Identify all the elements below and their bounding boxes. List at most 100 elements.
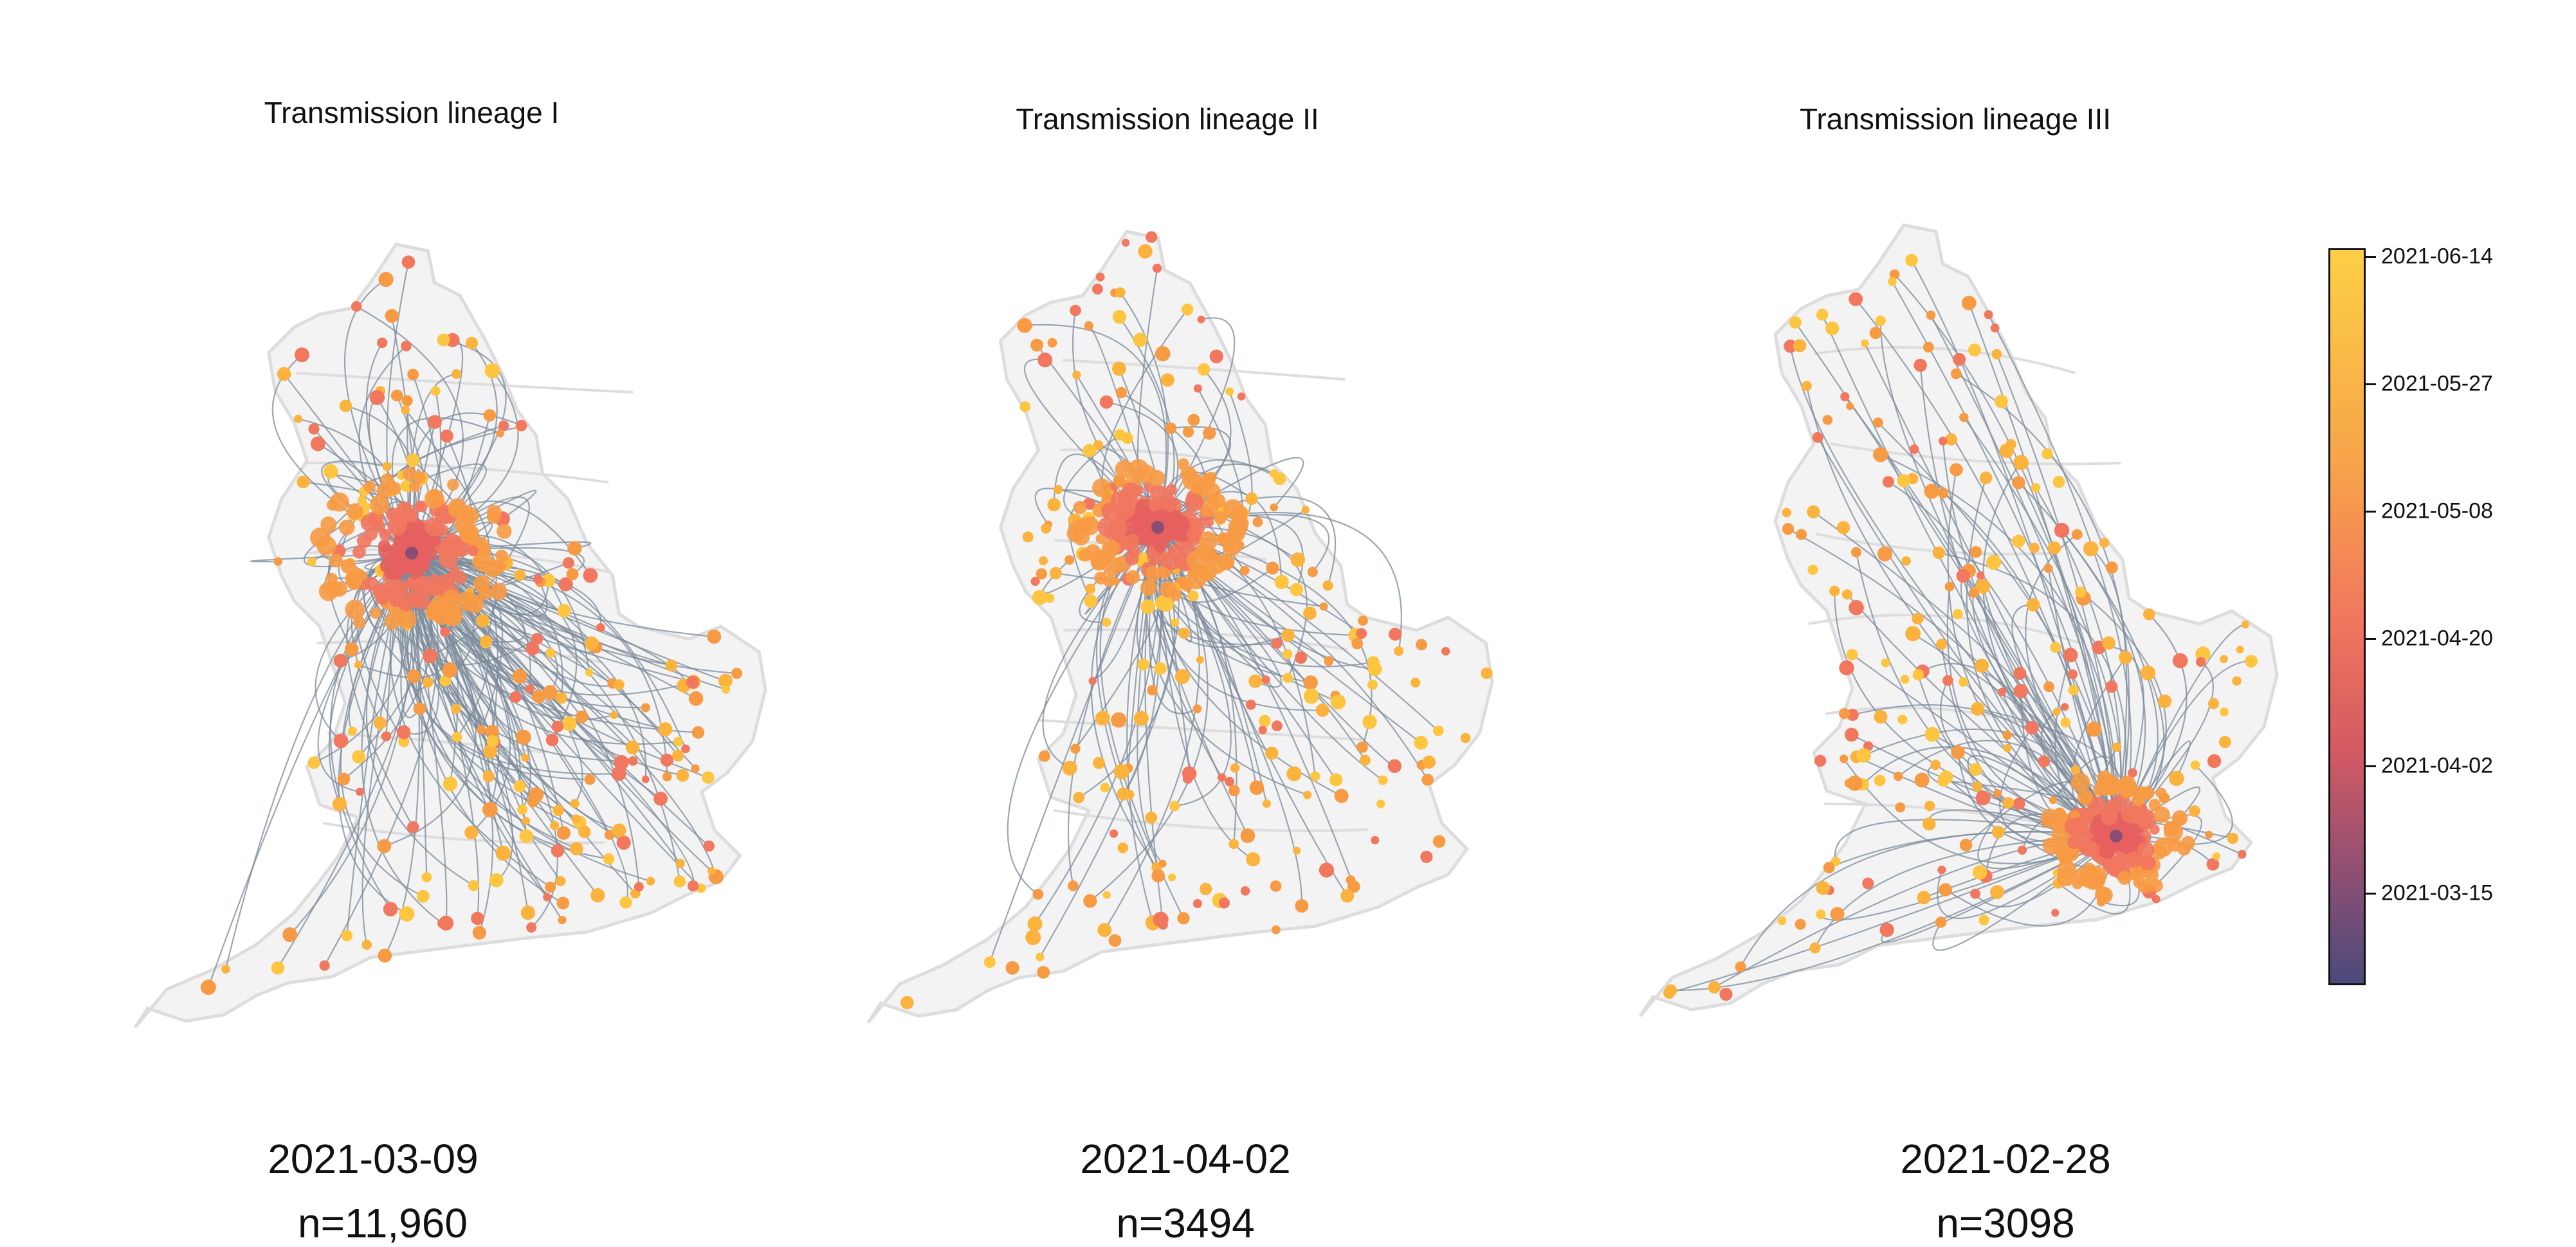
transmission-arc bbox=[410, 552, 548, 898]
case-point bbox=[625, 740, 640, 754]
case-point bbox=[562, 557, 574, 569]
case-point bbox=[2070, 765, 2081, 775]
case-point bbox=[672, 749, 684, 762]
case-point bbox=[308, 423, 320, 435]
case-point bbox=[1329, 773, 1343, 787]
case-point bbox=[399, 906, 415, 922]
case-point bbox=[1290, 552, 1306, 567]
case-point bbox=[2207, 698, 2220, 709]
case-point bbox=[1182, 426, 1194, 438]
case-point bbox=[2142, 608, 2155, 621]
case-point bbox=[1420, 850, 1433, 863]
case-point bbox=[383, 902, 398, 916]
case-point bbox=[1986, 554, 2002, 570]
case-point bbox=[1100, 783, 1110, 793]
hub-cluster-point bbox=[1223, 499, 1243, 520]
case-point bbox=[551, 720, 564, 733]
hub-cluster-point bbox=[1150, 485, 1169, 504]
case-point bbox=[634, 882, 644, 892]
case-point bbox=[1882, 476, 1894, 488]
case-point bbox=[1999, 443, 2014, 459]
hub-cluster-point bbox=[347, 503, 363, 520]
case-point bbox=[2172, 653, 2188, 669]
case-point bbox=[1872, 417, 1883, 428]
case-point bbox=[1093, 757, 1105, 769]
case-point bbox=[1969, 763, 1982, 776]
case-point bbox=[476, 614, 489, 628]
case-point bbox=[1924, 801, 1935, 812]
case-point bbox=[373, 716, 387, 730]
case-point bbox=[1990, 885, 2005, 899]
case-point bbox=[1777, 916, 1787, 925]
case-point bbox=[437, 333, 450, 347]
hub-cluster-point bbox=[473, 575, 491, 593]
case-point bbox=[1178, 627, 1190, 639]
case-point bbox=[1095, 272, 1105, 282]
case-point bbox=[407, 821, 419, 833]
case-point bbox=[569, 842, 583, 856]
hub-cluster-point bbox=[397, 609, 417, 629]
case-point bbox=[1991, 349, 2002, 360]
hub-cluster-point bbox=[2137, 841, 2155, 859]
hub-cluster-point bbox=[454, 571, 468, 585]
case-point bbox=[1979, 471, 1993, 484]
case-point bbox=[430, 386, 441, 396]
case-point bbox=[1793, 339, 1807, 352]
case-point bbox=[1936, 639, 1948, 650]
case-point bbox=[1969, 546, 1982, 558]
case-point bbox=[1174, 669, 1190, 684]
case-point bbox=[521, 754, 529, 762]
case-point bbox=[1942, 675, 1953, 686]
case-point bbox=[1978, 915, 1989, 925]
case-point bbox=[1115, 287, 1126, 298]
hub-cluster-point bbox=[424, 489, 444, 509]
case-point bbox=[377, 337, 388, 349]
case-point bbox=[2043, 564, 2053, 573]
hub-cluster-point bbox=[495, 549, 508, 563]
panel-2-date: 2021-04-02 bbox=[1080, 1136, 1291, 1182]
case-point bbox=[1196, 655, 1205, 664]
case-point bbox=[1295, 899, 1309, 913]
case-point bbox=[2102, 636, 2115, 650]
transmission-arc bbox=[410, 552, 448, 924]
case-point bbox=[442, 662, 457, 678]
hub-center-point bbox=[2110, 830, 2123, 842]
case-point bbox=[578, 825, 591, 839]
case-point bbox=[570, 799, 580, 808]
case-point bbox=[1082, 444, 1097, 458]
case-point bbox=[1039, 556, 1048, 565]
hub-cluster-point bbox=[318, 581, 338, 601]
case-point bbox=[486, 734, 499, 748]
case-point bbox=[401, 405, 410, 415]
case-point bbox=[1847, 776, 1863, 791]
transmission-arc bbox=[2115, 614, 2188, 837]
case-point bbox=[1161, 373, 1174, 387]
case-point bbox=[1378, 775, 1388, 785]
case-point bbox=[691, 764, 700, 773]
case-point bbox=[1249, 780, 1265, 795]
case-point bbox=[1825, 321, 1840, 336]
hub-center-point bbox=[405, 547, 418, 560]
case-point bbox=[2112, 742, 2122, 752]
hub-cluster-point bbox=[340, 558, 356, 574]
case-point bbox=[1972, 865, 1987, 880]
transmission-arc bbox=[1007, 527, 1158, 895]
case-point bbox=[1807, 505, 1820, 518]
case-point bbox=[1322, 580, 1333, 591]
case-point bbox=[1112, 310, 1127, 324]
case-point bbox=[1358, 615, 1368, 626]
case-point bbox=[1041, 523, 1052, 534]
case-point bbox=[567, 541, 582, 556]
case-point bbox=[1735, 961, 1746, 972]
case-point bbox=[514, 569, 526, 581]
transmission-arc bbox=[1947, 469, 2117, 837]
hub-cluster-point bbox=[467, 545, 479, 556]
colorbar-tick-mark bbox=[2366, 383, 2376, 385]
case-point bbox=[1995, 394, 2008, 408]
transmission-arc bbox=[1820, 835, 2117, 921]
hub-cluster-point bbox=[2070, 772, 2090, 792]
hub-cluster-point bbox=[1191, 479, 1210, 498]
case-point bbox=[406, 669, 421, 684]
case-point bbox=[1070, 304, 1081, 316]
hub-cluster-point bbox=[352, 545, 366, 559]
